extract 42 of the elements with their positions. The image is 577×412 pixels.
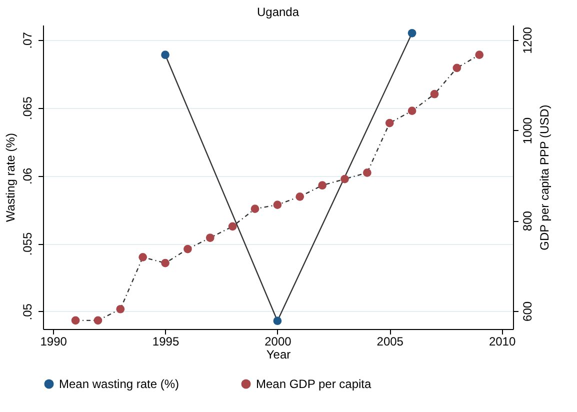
point [475, 50, 484, 59]
point [452, 64, 462, 72]
point [228, 222, 237, 231]
y-tick-label: .05 [20, 303, 34, 320]
x-tick-label: 1995 [152, 334, 180, 348]
y2-tick-label: 1200 [520, 26, 534, 54]
point [408, 106, 416, 115]
x-tick-label: 1990 [40, 334, 68, 348]
point [362, 168, 372, 177]
legend-label: Mean GDP per capita [256, 377, 372, 391]
y-tick-label: .06 [20, 167, 34, 184]
y2-tick-label: 600 [520, 301, 534, 322]
point [340, 174, 349, 184]
legend-label: Mean wasting rate (%) [59, 377, 180, 391]
point [385, 118, 394, 128]
point [94, 316, 102, 325]
y2-axis-title: GDP per capita PPP (USD) [538, 104, 552, 250]
y2-tick-label: 800 [520, 210, 534, 232]
point [71, 316, 80, 325]
y-axis-title: Wasting rate (%) [4, 133, 18, 222]
point [116, 304, 125, 314]
y-tick-label: .065 [20, 96, 34, 120]
point [408, 28, 416, 38]
point [138, 253, 148, 262]
point [273, 316, 282, 326]
point [318, 181, 326, 190]
point [161, 258, 170, 268]
point [184, 244, 192, 254]
y-tick-label: .055 [20, 232, 34, 256]
point [273, 200, 282, 209]
chart-title: Uganda [256, 5, 300, 19]
y2-tick-label: 1000 [520, 117, 534, 144]
point [296, 192, 304, 201]
point [250, 204, 260, 214]
x-tick-label: 2000 [264, 334, 292, 348]
y-tick-label: .07 [20, 32, 34, 49]
x-axis-title: Year [266, 348, 291, 362]
x-tick-label: 2005 [376, 334, 404, 348]
x-tick-label: 2010 [488, 334, 516, 348]
point [206, 234, 214, 242]
point [161, 50, 170, 60]
point [430, 90, 439, 98]
